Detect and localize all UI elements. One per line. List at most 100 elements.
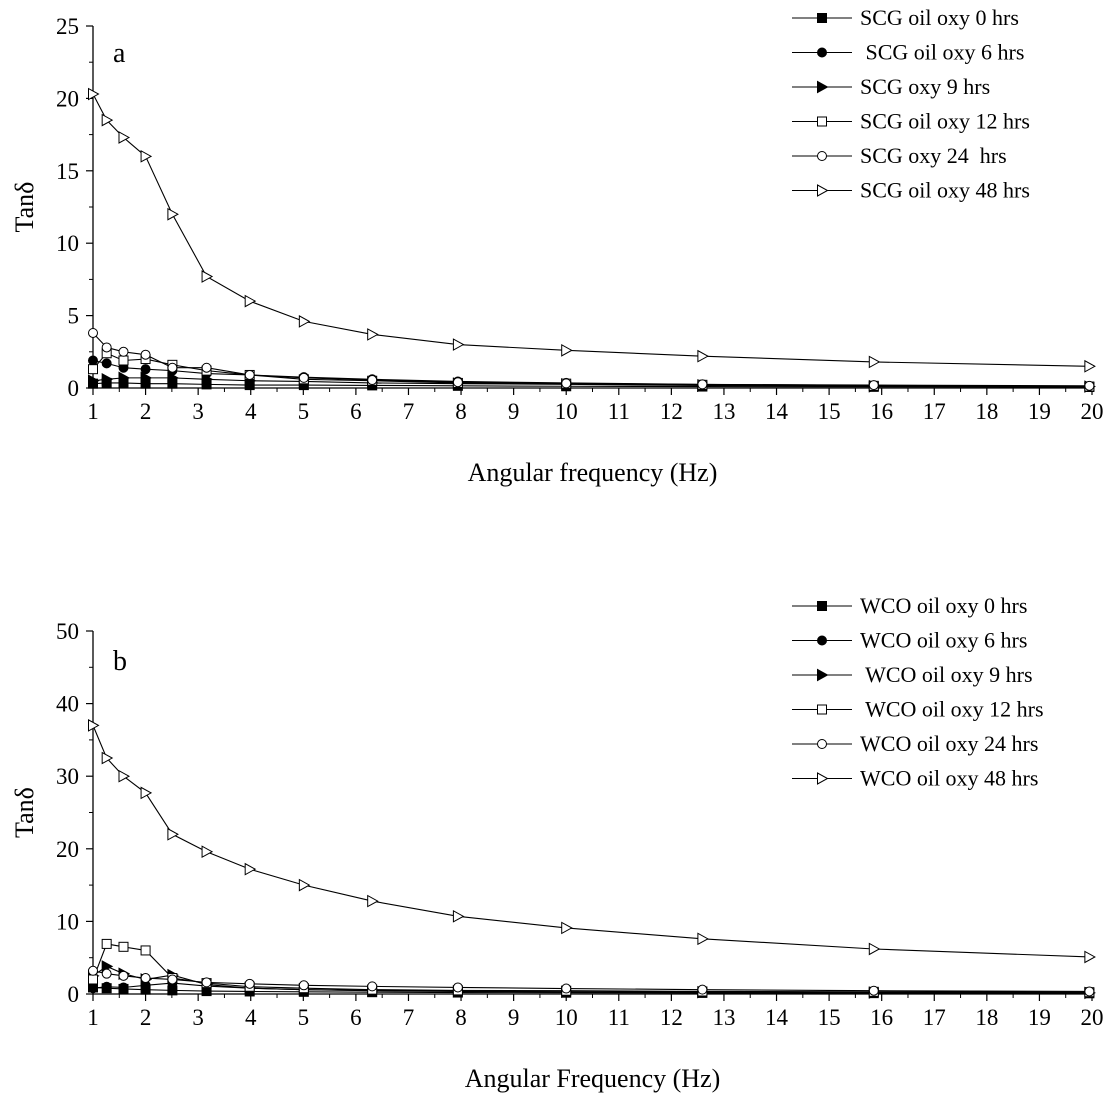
- legend-label: SCG oil oxy 12 hrs: [860, 109, 1030, 134]
- legend-label: WCO oil oxy 24 hrs: [860, 731, 1038, 756]
- data-point: [868, 380, 879, 391]
- legend-marker: [817, 739, 827, 749]
- x-tick-label: 12: [660, 1005, 683, 1030]
- y-tick-label: 30: [56, 764, 79, 789]
- data-point: [298, 980, 309, 991]
- data-point: [697, 379, 708, 390]
- y-tick-label: 50: [56, 619, 79, 644]
- panel-label: a: [113, 38, 126, 69]
- data-point: [868, 942, 881, 956]
- data-point: [244, 369, 255, 380]
- legend-label: WCO oil oxy 12 hrs: [860, 697, 1044, 722]
- x-tick-label: 8: [455, 1005, 467, 1030]
- chart-panel-b: 1 2 3 4 5 6 7 8 9 10 11 12 13 14 15 16 17 18 19 20010203040…: [10, 593, 1104, 1093]
- x-tick-label: 3: [192, 1005, 204, 1030]
- data-point: [101, 372, 114, 386]
- x-tick-label: 20: [1081, 399, 1104, 424]
- x-tick-label: 7: [403, 1005, 415, 1030]
- data-point: [167, 974, 178, 985]
- x-tick-label: 1: [87, 399, 99, 424]
- x-tick-label: 1: [87, 1005, 99, 1030]
- data-point: [118, 371, 131, 385]
- legend-marker: [817, 601, 827, 611]
- data-point: [367, 894, 379, 908]
- y-tick-label: 10: [56, 909, 79, 934]
- legend-marker: [817, 47, 827, 58]
- data-point: [367, 375, 378, 386]
- data-point: [140, 371, 153, 385]
- y-tick-label: 5: [68, 304, 80, 329]
- data-point: [140, 945, 151, 956]
- series-line: [92, 352, 1090, 388]
- legend-label: SCG oxy 24 hrs: [860, 143, 1007, 168]
- data-point: [244, 862, 257, 876]
- x-tick-label: 6: [350, 399, 362, 424]
- x-tick-label: 9: [508, 1005, 520, 1030]
- data-point: [88, 974, 98, 985]
- x-axis-title: Angular Frequency (Hz): [465, 1064, 721, 1093]
- data-point: [88, 719, 100, 732]
- data-point: [1084, 986, 1095, 997]
- x-axis-title: Angular frequency (Hz): [468, 458, 718, 487]
- data-point: [167, 827, 179, 841]
- data-point: [118, 941, 129, 952]
- y-tick-label: 20: [56, 86, 79, 111]
- data-point: [452, 982, 463, 993]
- data-point: [118, 355, 129, 366]
- x-tick-label: 7: [403, 399, 415, 424]
- data-point: [140, 349, 151, 360]
- x-tick-label: 16: [870, 399, 893, 424]
- x-tick-label: 5: [298, 1005, 310, 1030]
- legend-marker: [817, 704, 827, 715]
- series-5: [88, 327, 1095, 391]
- data-point: [561, 344, 573, 357]
- data-point: [201, 372, 214, 386]
- data-point: [697, 932, 709, 946]
- y-tick-label: 10: [56, 231, 79, 256]
- legend-marker: [817, 635, 827, 646]
- data-point: [167, 371, 179, 385]
- x-tick-label: 2: [140, 1005, 152, 1030]
- x-tick-label: 11: [608, 1005, 630, 1030]
- data-point: [140, 149, 153, 163]
- data-point: [367, 981, 378, 992]
- data-point: [101, 358, 112, 369]
- x-tick-label: 3: [192, 399, 204, 424]
- data-point: [140, 364, 151, 375]
- x-tick-label: 10: [555, 1005, 578, 1030]
- data-point: [1084, 359, 1096, 373]
- x-tick-label: 5: [298, 399, 310, 424]
- legend-marker: [817, 151, 827, 161]
- x-tick-label: 4: [245, 1005, 257, 1030]
- y-tick-label: 15: [56, 159, 79, 184]
- data-point: [201, 977, 212, 988]
- data-point: [88, 374, 100, 388]
- x-tick-label: 18: [975, 1005, 998, 1030]
- legend-label: SCG oil oxy 6 hrs: [860, 40, 1024, 65]
- data-point: [88, 983, 98, 994]
- data-point: [298, 315, 311, 328]
- legend-marker: [817, 184, 829, 197]
- x-tick-label: 17: [923, 399, 946, 424]
- data-point: [140, 973, 151, 984]
- series-line: [92, 725, 1090, 958]
- data-point: [88, 327, 98, 338]
- x-tick-label: 11: [608, 399, 630, 424]
- x-tick-label: 14: [765, 399, 789, 424]
- series-6: [88, 87, 1096, 373]
- x-tick-label: 14: [765, 1005, 789, 1030]
- x-tick-label: 12: [660, 399, 683, 424]
- data-point: [452, 377, 463, 388]
- data-point: [697, 349, 709, 363]
- data-point: [868, 355, 881, 369]
- legend-marker: [817, 772, 829, 785]
- data-point: [1084, 950, 1096, 964]
- series-line: [92, 93, 1090, 367]
- legend-label: WCO oil oxy 6 hrs: [860, 628, 1027, 653]
- data-point: [452, 909, 465, 923]
- data-point: [88, 355, 98, 366]
- y-tick-label: 25: [56, 14, 79, 39]
- y-tick-label: 20: [56, 837, 79, 862]
- data-point: [101, 751, 114, 765]
- x-tick-label: 19: [1028, 1005, 1051, 1030]
